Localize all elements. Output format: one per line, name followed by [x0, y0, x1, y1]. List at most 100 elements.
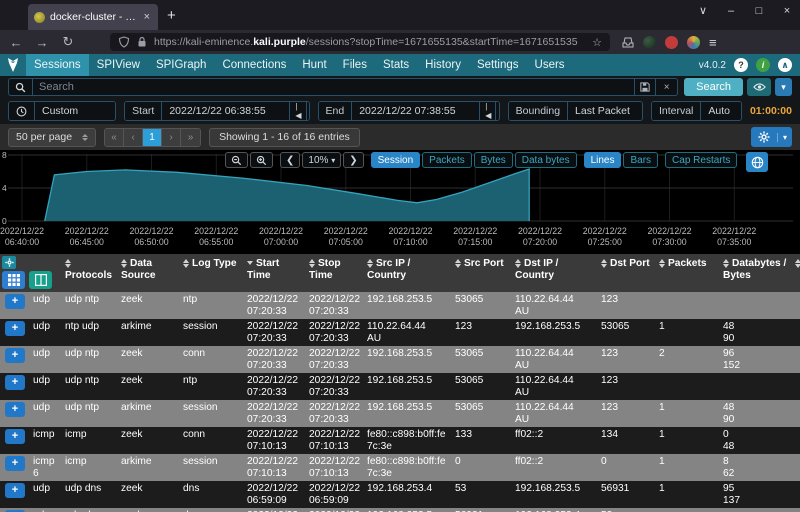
url-bar[interactable]: https://kali-eminence.kali.purple/sessio…	[110, 33, 610, 51]
account-tray-icon[interactable]	[622, 36, 634, 48]
table-view-icon[interactable]	[2, 271, 25, 289]
col-header-start-time[interactable]: Start Time	[244, 254, 306, 292]
last-page-icon[interactable]: »	[181, 128, 201, 146]
cell-protocols: udp ntp	[65, 294, 99, 305]
table-settings-button[interactable]: ▾	[750, 127, 792, 147]
chart-button-bars[interactable]: Bars	[623, 152, 659, 168]
prev-page-icon[interactable]: ‹	[124, 128, 144, 146]
time-range-group: Custom	[8, 101, 117, 121]
col-header-src-ip-country[interactable]: Src IP / Country	[364, 254, 452, 292]
expand-session-button[interactable]: +	[5, 402, 25, 417]
sort-icon	[455, 258, 461, 268]
chart-button-data-bytes[interactable]: Data bytes	[514, 152, 577, 168]
extension-icon-pinwheel[interactable]	[687, 35, 700, 49]
col-header-dst-port[interactable]: Dst Port	[598, 254, 656, 292]
next-page-icon[interactable]: ›	[162, 128, 182, 146]
end-time-input[interactable]: 2022/12/22 07:38:55	[351, 102, 480, 120]
time-range-select[interactable]: Custom	[34, 102, 116, 120]
info-icon[interactable]: i	[756, 58, 770, 72]
end-skip-forward-icon[interactable]: ▶|	[495, 102, 499, 120]
map-toggle-button[interactable]	[746, 152, 768, 172]
cell-start-time: 2022/12/22 07:10:13	[247, 456, 298, 479]
close-button[interactable]: ×	[783, 4, 791, 17]
chart-button-packets[interactable]: Packets	[422, 152, 472, 168]
col-header-src-port[interactable]: Src Port	[452, 254, 512, 292]
search-options-caret-icon[interactable]: ▾	[775, 78, 792, 96]
per-page-select[interactable]: 50 per page	[8, 127, 97, 147]
cell-src-port: 53065	[455, 402, 484, 413]
col-header-databytes-bytes[interactable]: Databytes / Bytes	[720, 254, 792, 292]
first-page-icon[interactable]: «	[105, 128, 125, 146]
nav-item-sessions[interactable]: Sessions	[26, 54, 89, 76]
pan-left-icon[interactable]: ❮	[280, 152, 301, 168]
expand-session-button[interactable]: +	[5, 483, 25, 498]
interval-select[interactable]: Auto	[700, 102, 741, 120]
bounding-select[interactable]: Last Packet	[567, 102, 642, 120]
current-page-button[interactable]: 1	[143, 128, 163, 146]
col-header-log-type[interactable]: Log Type	[180, 254, 244, 292]
chart-button-session[interactable]: Session	[370, 152, 421, 168]
bookmark-star-icon[interactable]: ☆	[592, 36, 602, 49]
col-header-stop-time[interactable]: Stop Time	[306, 254, 364, 292]
nav-item-spiview[interactable]: SPIView	[96, 59, 140, 71]
col-header-packets[interactable]: Packets	[656, 254, 720, 292]
extension-icon-red[interactable]	[665, 35, 678, 49]
new-tab-button[interactable]: +	[167, 6, 176, 24]
nav-item-history[interactable]: History	[425, 59, 461, 71]
expand-session-button[interactable]: +	[5, 375, 25, 390]
clear-search-icon[interactable]: ×	[656, 78, 679, 96]
cell-dst-port: 123	[601, 402, 618, 413]
chart-button-bytes[interactable]: Bytes	[473, 152, 513, 168]
tab-list-icon[interactable]: ∨	[698, 5, 708, 17]
search-input[interactable]	[32, 78, 635, 96]
tab-close-icon[interactable]: ×	[143, 11, 150, 23]
nav-item-files[interactable]: Files	[342, 59, 367, 71]
x-axis-label: 2022/12/22 06:55:00	[194, 226, 239, 247]
extension-icon-kali[interactable]	[643, 35, 656, 49]
nav-item-users[interactable]: Users	[534, 59, 565, 71]
start-skip-back-icon[interactable]: |◀	[289, 102, 306, 120]
chart-button-cap-restarts[interactable]: Cap Restarts	[665, 152, 738, 168]
end-skip-back-icon[interactable]: |◀	[479, 102, 496, 120]
back-icon[interactable]: ←	[9, 34, 23, 50]
expand-session-button[interactable]: +	[5, 321, 25, 336]
help-icon[interactable]: ?	[734, 58, 748, 72]
reload-icon[interactable]: ↻	[62, 34, 74, 49]
expand-session-button[interactable]: +	[5, 456, 25, 471]
column-view-icon[interactable]	[29, 271, 52, 289]
search-button[interactable]: Search	[684, 78, 743, 96]
nav-item-settings[interactable]: Settings	[476, 59, 519, 71]
cell-protocols: udp ntp	[65, 348, 99, 359]
lock-icon	[138, 36, 146, 47]
expand-session-button[interactable]: +	[5, 294, 25, 309]
start-time-input[interactable]: 2022/12/22 06:38:55	[161, 102, 290, 120]
start-skip-forward-icon[interactable]: ▶|	[305, 102, 309, 120]
browser-tab[interactable]: docker-cluster - Sessions ×	[28, 4, 158, 30]
cell-src-ip: 192.168.253.5	[364, 508, 452, 512]
session-settings-gear-icon[interactable]	[2, 256, 16, 269]
clock-icon[interactable]	[9, 102, 34, 120]
col-header-dst-ip-country[interactable]: Dst IP / Country	[512, 254, 598, 292]
session-row: + udp ntp udp arkime session 2022/12/22 07:20:…	[0, 319, 800, 346]
collapse-icon[interactable]: ∧	[778, 58, 792, 72]
col-header-protocols[interactable]: Protocols	[62, 254, 118, 292]
zoom-out-icon[interactable]	[225, 152, 248, 168]
maximize-button[interactable]: □	[755, 4, 763, 17]
zoom-in-icon[interactable]	[250, 152, 273, 168]
minimize-button[interactable]: –	[727, 4, 735, 17]
nav-item-spigraph[interactable]: SPIGraph	[155, 59, 207, 71]
col-header-data-source[interactable]: Data Source	[118, 254, 180, 292]
nav-item-connections[interactable]: Connections	[222, 59, 287, 71]
forward-icon[interactable]: →	[35, 34, 49, 50]
pan-right-icon[interactable]: ❯	[343, 152, 364, 168]
expand-session-button[interactable]: +	[5, 348, 25, 363]
expand-session-button[interactable]: +	[5, 429, 25, 444]
menu-icon[interactable]: ≡	[709, 34, 717, 50]
chart-button-lines[interactable]: Lines	[583, 152, 622, 168]
save-search-icon[interactable]	[634, 78, 657, 96]
nav-item-stats[interactable]: Stats	[382, 59, 410, 71]
zoom-caret-icon: ▾	[331, 155, 336, 165]
zoom-level-select[interactable]: 10% ▾	[302, 152, 342, 168]
nav-item-hunt[interactable]: Hunt	[302, 59, 327, 71]
eye-view-button[interactable]	[747, 78, 771, 96]
